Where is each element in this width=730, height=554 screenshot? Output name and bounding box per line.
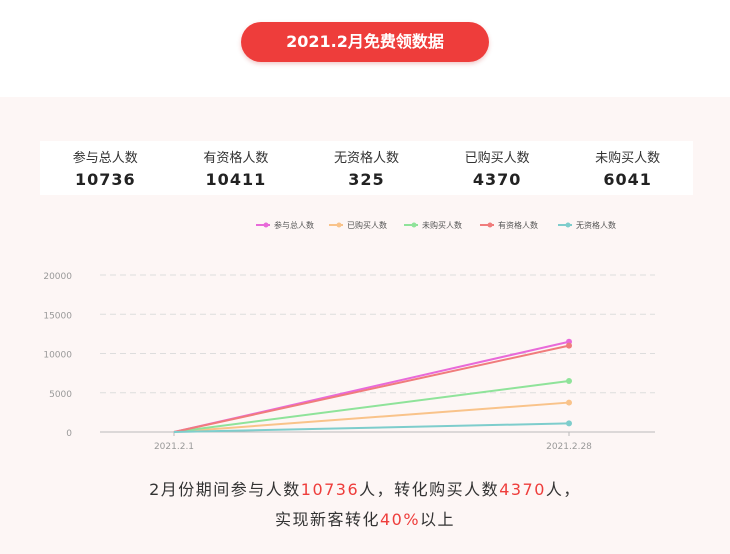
- legend-label: 未购买人数: [422, 220, 462, 230]
- series-point: [566, 377, 572, 384]
- legend-marker: [565, 222, 571, 228]
- stat-qualified-label: 有资格人数: [203, 151, 269, 166]
- legend-label: 已购买人数: [347, 220, 387, 230]
- stat-not-purchased-label: 未购买人数: [595, 151, 661, 166]
- stat-total: 参与总人数 10736: [40, 141, 171, 195]
- summary-conversion-percent: 40%: [379, 510, 421, 529]
- stat-not-purchased: 未购买人数 6041: [562, 141, 693, 195]
- stat-not-purchased-value: 6041: [603, 170, 652, 189]
- legend-marker: [411, 222, 417, 228]
- summary-text-1: 2月份期间参与人数: [149, 480, 301, 499]
- summary-line-2: 实现新客转化40%以上: [0, 505, 730, 535]
- page-title-pill: 2021.2月免费领数据: [241, 22, 489, 62]
- y-tick-label: 20000: [43, 272, 72, 282]
- legend-label: 无资格人数: [576, 220, 616, 230]
- stat-purchased-value: 4370: [472, 170, 522, 189]
- summary-text-4: 实现新客转化: [274, 510, 380, 529]
- stat-qualified: 有资格人数 10411: [171, 141, 302, 195]
- series-line: [173, 422, 570, 433]
- y-tick-label: 5000: [49, 390, 72, 400]
- y-tick-label: 10000: [43, 351, 72, 361]
- y-tick-label: 15000: [43, 311, 72, 321]
- summary-line-1: 2月份期间参与人数10736人，转化购买人数4370人，: [0, 475, 730, 505]
- stat-unqualified: 无资格人数 325: [301, 141, 432, 195]
- series-line: [173, 344, 570, 433]
- y-tick-label: 0: [66, 429, 72, 439]
- legend-marker: [336, 222, 342, 228]
- legend-marker: [487, 222, 493, 228]
- legend-label: 有资格人数: [498, 220, 538, 230]
- legend-label: 参与总人数: [274, 220, 314, 230]
- stat-qualified-value: 10411: [205, 170, 267, 189]
- series-point: [566, 342, 572, 349]
- series-line: [173, 379, 570, 433]
- series-point: [566, 399, 572, 406]
- summary-text-5: 以上: [420, 510, 456, 529]
- legend-marker: [263, 222, 269, 228]
- line-chart: 0 5000 10000 15000 20000 2021.2.1 2021.2.28 参与总…: [43, 220, 655, 452]
- summary-text-3: 人，: [545, 480, 581, 499]
- stat-total-value: 10736: [74, 170, 136, 189]
- stat-purchased-label: 已购买人数: [464, 151, 530, 166]
- stat-unqualified-label: 无资格人数: [333, 151, 399, 166]
- x-tick-label: 2021.2.1: [154, 442, 194, 452]
- summary-text: 2月份期间参与人数10736人，转化购买人数4370人， 实现新客转化40%以上: [0, 475, 730, 535]
- summary-text-2: 人，转化购买人数: [359, 480, 500, 499]
- series-point: [566, 420, 572, 427]
- stat-purchased: 已购买人数 4370: [432, 141, 563, 195]
- series-line: [173, 401, 570, 433]
- stat-unqualified-value: 325: [348, 170, 385, 189]
- x-tick-label: 2021.2.28: [546, 442, 592, 452]
- summary-purchased-number: 4370: [499, 480, 546, 499]
- page-title: 2021.2月免费领数据: [286, 32, 444, 51]
- stats-bar: 参与总人数 10736 有资格人数 10411 无资格人数 325 已购买人数 …: [40, 141, 693, 195]
- summary-participants-number: 10736: [300, 480, 360, 499]
- stat-total-label: 参与总人数: [72, 151, 138, 166]
